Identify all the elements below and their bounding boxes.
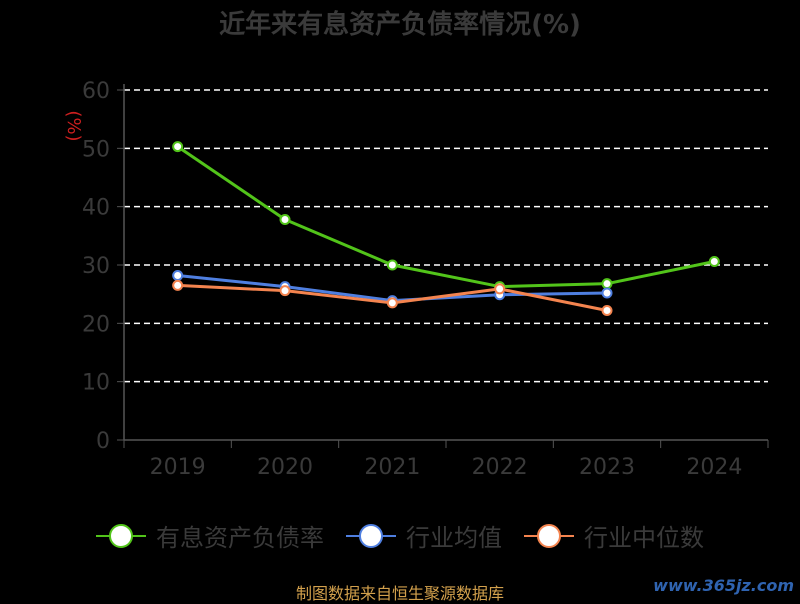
- data-point: [494, 283, 506, 295]
- chart-title: 近年来有息资产负债率情况(%): [219, 10, 581, 40]
- y-axis-label: (%): [63, 110, 84, 141]
- y-tick-label: 40: [82, 196, 110, 221]
- data-point: [386, 297, 398, 309]
- y-tick-label: 10: [82, 371, 110, 396]
- x-tick-label: 2023: [579, 455, 635, 480]
- data-point: [601, 287, 613, 299]
- series-line: [176, 145, 715, 289]
- y-tick-label: 50: [82, 137, 110, 162]
- data-point: [172, 141, 184, 153]
- data-point: [279, 214, 291, 225]
- source-note: 制图数据来自恒生聚源数据库: [295, 584, 504, 603]
- x-tick-label: 2019: [150, 455, 206, 480]
- data-point: [279, 285, 291, 297]
- legend: 有息资产负债率 行业均值 行业中位数: [0, 518, 800, 553]
- watermark-logo: www.365jz.com: [653, 576, 794, 595]
- legend-marker-industry-mean: [346, 523, 396, 548]
- y-tick-label: 0: [96, 429, 110, 454]
- x-tick-label: 2020: [257, 455, 313, 480]
- legend-item-industry-median[interactable]: 行业中位数: [524, 518, 704, 553]
- data-point: [172, 279, 184, 291]
- legend-dot: [537, 523, 561, 548]
- legend-item-debt-ratio[interactable]: 有息资产负债率: [96, 518, 324, 553]
- legend-item-industry-mean[interactable]: 行业均值: [346, 518, 502, 553]
- legend-marker-industry-median: [524, 523, 574, 548]
- x-tick-label: 2022: [472, 455, 528, 480]
- legend-label: 行业中位数: [584, 524, 704, 552]
- y-tick-label: 20: [82, 312, 110, 337]
- data-point: [708, 256, 720, 267]
- data-point: [601, 278, 613, 290]
- legend-label: 有息资产负债率: [156, 524, 324, 552]
- x-tick-label: 2021: [364, 455, 420, 480]
- x-tick-label: 2024: [686, 455, 742, 480]
- legend-label: 行业均值: [406, 524, 502, 552]
- data-point: [386, 259, 398, 271]
- data-point: [601, 305, 613, 316]
- legend-marker-debt-ratio: [96, 523, 146, 548]
- y-tick-label: 30: [82, 254, 110, 279]
- data-point: [172, 270, 184, 281]
- legend-dot: [109, 523, 133, 548]
- legend-dot: [359, 523, 383, 548]
- y-tick-label: 60: [82, 79, 110, 104]
